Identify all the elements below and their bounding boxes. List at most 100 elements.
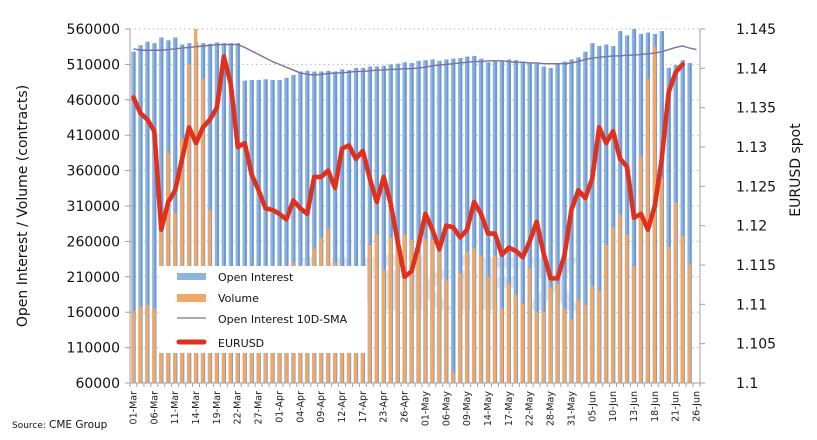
x-tick-label: 19-Mar: [212, 391, 223, 425]
open-interest-bar-shade: [682, 60, 685, 383]
open-interest-bar: [548, 67, 553, 383]
right-tick-label: 1.115: [736, 258, 776, 274]
open-interest-bar-shade: [224, 43, 226, 383]
open-interest-bar-shade: [599, 45, 602, 383]
open-interest-bar-shade: [550, 67, 553, 383]
volume-bar: [423, 239, 427, 383]
legend-label-volume: Volume: [218, 292, 259, 305]
volume-bar: [409, 239, 413, 383]
open-interest-bar: [152, 43, 157, 383]
volume-bar: [624, 234, 629, 383]
left-tick-label: 210000: [67, 270, 120, 286]
volume-bar: [388, 237, 393, 383]
volume-bar: [666, 247, 671, 383]
open-interest-bar: [590, 43, 595, 383]
open-interest-bar: [409, 62, 414, 383]
x-tick-label: 17-Apr: [358, 391, 369, 423]
open-interest-bar: [680, 60, 685, 383]
open-interest-bar-shade: [237, 43, 240, 383]
open-interest-bar-shade: [258, 79, 261, 383]
open-interest-bar-shade: [571, 59, 574, 383]
open-interest-bar: [277, 79, 282, 383]
open-interest-bar-shade: [251, 79, 254, 383]
open-interest-bar-shade: [529, 62, 532, 383]
volume-bar: [131, 310, 135, 383]
open-interest-bar-shade: [217, 42, 220, 384]
legend-swatch-volume: [177, 294, 206, 302]
open-interest-bar: [610, 45, 616, 383]
open-interest-bar: [214, 42, 220, 384]
open-interest-bar: [284, 77, 289, 384]
open-interest-bar: [666, 67, 671, 383]
right-tick-label: 1.145: [736, 22, 776, 38]
volume-bar: [520, 303, 525, 383]
volume-bar: [659, 177, 664, 383]
x-tick-label: 05-Jun: [587, 391, 598, 422]
open-interest-bar-shade: [592, 43, 595, 383]
open-interest-bar-shade: [620, 31, 623, 384]
open-interest-bar: [353, 67, 359, 383]
open-interest-bar-shade: [404, 62, 407, 383]
open-interest-bar: [430, 59, 435, 383]
left-tick-label: 260000: [67, 234, 120, 250]
open-interest-bar: [499, 60, 505, 384]
right-tick-label: 1.11: [736, 297, 767, 313]
volume-bar: [381, 269, 386, 383]
volume-bar: [478, 255, 483, 383]
open-interest-bar-shade: [418, 60, 421, 384]
x-tick-label: 22-May: [525, 391, 536, 427]
x-tick-label: 10-Jun: [608, 391, 619, 422]
open-interest-bar-shade: [613, 45, 616, 383]
open-interest-bar: [138, 45, 143, 384]
open-interest-bar-shade: [175, 37, 178, 383]
open-interest-bar: [381, 65, 386, 383]
right-tick-label: 1.135: [736, 101, 776, 117]
x-tick-label: 01-Apr: [274, 391, 285, 423]
open-interest-bar-shade: [307, 70, 310, 383]
open-interest-bar: [576, 57, 581, 383]
x-tick-label: 13-Jun: [629, 391, 640, 422]
open-interest-bar: [270, 79, 275, 383]
open-interest-bar: [541, 66, 546, 384]
open-interest-bar-shade: [244, 80, 247, 384]
open-interest-bar: [263, 79, 268, 383]
open-interest-bar: [471, 55, 477, 384]
volume-bar: [569, 319, 573, 383]
open-interest-bar: [562, 61, 567, 384]
x-tick-label: 21-Jun: [671, 391, 682, 422]
open-interest-bar-shade: [279, 79, 282, 383]
open-interest-bar: [520, 61, 525, 384]
open-interest-bar: [221, 43, 226, 383]
open-interest-bar-shade: [411, 62, 414, 383]
open-interest-bar-shade: [509, 59, 511, 383]
volume-bar: [541, 312, 545, 383]
open-interest-bar: [604, 44, 609, 384]
volume-bar: [583, 305, 587, 383]
open-interest-bar: [478, 58, 484, 384]
x-tick-label: 14-Mar: [191, 391, 202, 425]
open-interest-bar-shade: [356, 67, 359, 383]
open-interest-bar: [346, 70, 352, 384]
open-interest-bar: [402, 62, 407, 383]
open-interest-bar: [235, 43, 240, 383]
open-interest-bar-shade: [342, 69, 345, 383]
open-interest-bar: [319, 71, 324, 383]
x-tick-label: 06-May: [441, 391, 452, 427]
open-interest-bar: [597, 45, 602, 383]
x-tick-label: 09-May: [462, 391, 473, 427]
open-interest-bar: [583, 51, 588, 383]
volume-bar: [416, 253, 420, 383]
volume-bar: [193, 29, 198, 383]
left-tick-label: 310000: [67, 199, 120, 215]
volume-bar: [444, 280, 448, 383]
right-tick-label: 1.125: [736, 179, 776, 195]
volume-bar: [617, 214, 622, 383]
open-interest-bar-shade: [133, 51, 136, 383]
legend-box: [159, 266, 367, 353]
x-tick-label: 06-Mar: [149, 391, 160, 425]
right-tick-label: 1.13: [736, 140, 767, 156]
open-interest-bar: [256, 79, 261, 383]
open-interest-bar: [131, 51, 136, 383]
right-tick-label: 1.1: [736, 376, 758, 392]
